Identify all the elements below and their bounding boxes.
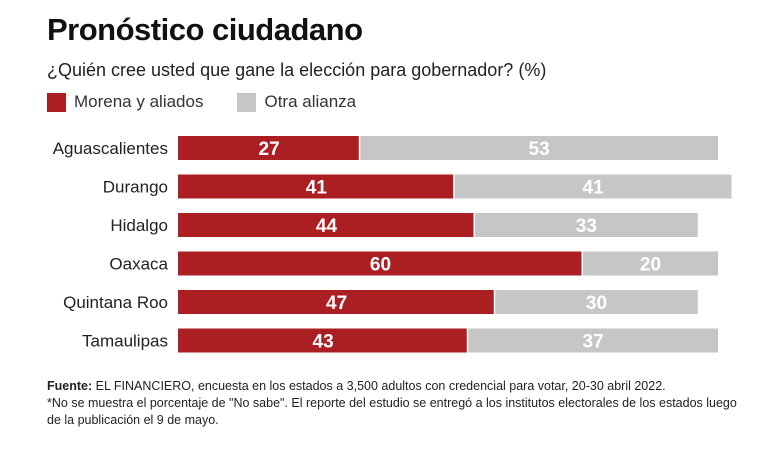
chart-subtitle: ¿Quién cree usted que gane la elección p… [47,60,547,80]
legend-swatch-otra [237,92,257,112]
data-label-quintana-roo-otra: 30 [586,293,607,314]
bar-quintana-roo-otra [495,290,698,314]
footnote: *No se muestra el porcentaje de "No sabe… [47,396,737,427]
category-label-tamaulipas: Tamaulipas [82,332,168,351]
bar-tamaulipas-otra [468,328,718,353]
source-text: EL FINANCIERO, encuesta en los estados a… [92,379,666,393]
legend-label-otra: Otra alianza [264,92,357,111]
bar-tamaulipas-morena [178,328,467,353]
source-label: Fuente: [47,379,93,393]
legend-label-morena: Morena y aliados [74,92,204,111]
legend-item-morena: Morena y aliados [47,92,203,112]
legend-swatch-morena [47,92,66,112]
bar-hidalgo-otra [475,213,698,237]
category-label-quintana-roo: Quintana Roo [63,293,168,312]
category-label-aguascalientes: Aguascalientes [53,139,168,158]
data-label-hidalgo-morena: 44 [316,216,338,237]
bar-durango-morena [178,174,454,199]
category-label-durango: Durango [103,178,168,197]
footer: Fuente: EL FINANCIERO, encuesta en los e… [47,378,737,429]
bar-aguascalientes-morena [178,136,359,160]
source-line: Fuente: EL FINANCIERO, encuesta en los e… [47,378,737,395]
data-label-tamaulipas-morena: 43 [313,332,334,353]
data-label-aguascalientes-morena: 27 [259,139,280,160]
data-label-aguascalientes-otra: 53 [529,139,550,160]
bar-quintana-roo-morena [178,290,494,314]
data-label-tamaulipas-otra: 37 [583,332,604,353]
bar-oaxaca-otra [583,251,718,276]
bar-oaxaca-morena [178,251,582,276]
data-label-quintana-roo-morena: 47 [326,293,347,314]
data-label-durango-morena: 41 [306,178,328,199]
bar-chart: Aguascalientes 27 53 Durango 41 41 Hidalgo 44 33… [53,136,732,353]
data-label-hidalgo-otra: 33 [576,216,597,237]
legend-item-otra: Otra alianza [237,92,356,112]
chart-title: Pronóstico ciudadano [47,12,363,47]
data-label-oaxaca-morena: 60 [370,255,391,276]
category-label-hidalgo: Hidalgo [110,216,168,235]
bar-durango-otra [454,174,732,199]
legend: Morena y aliados Otra alianza [47,92,390,112]
data-label-durango-otra: 41 [583,178,605,199]
bar-aguascalientes-otra [360,136,718,160]
category-label-oaxaca: Oaxaca [109,255,168,274]
data-label-oaxaca-otra: 20 [640,255,661,276]
bar-hidalgo-morena [178,213,474,237]
